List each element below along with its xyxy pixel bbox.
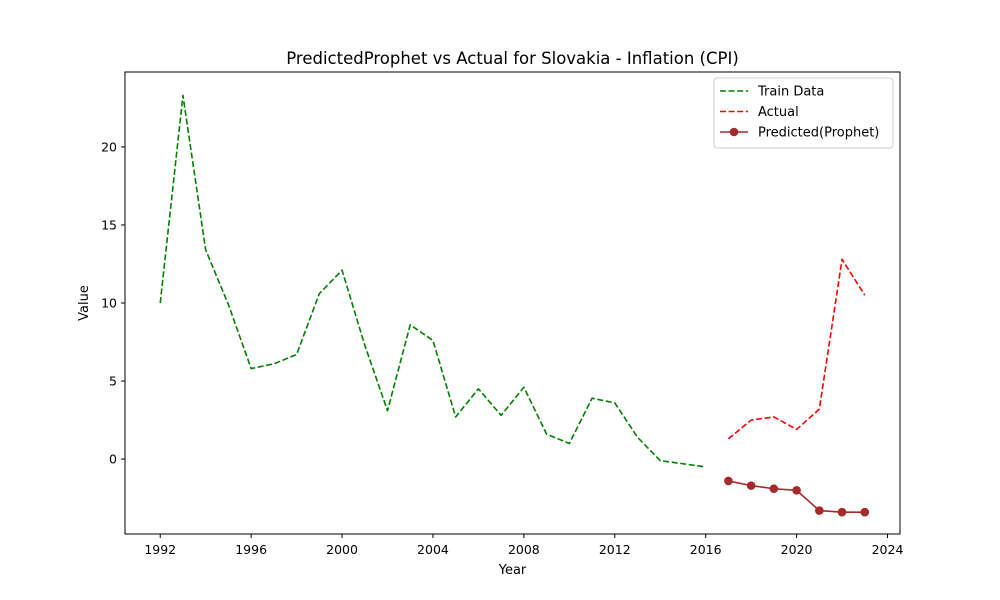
y-tick-label: 10 bbox=[101, 296, 117, 311]
x-tick-label: 2004 bbox=[417, 542, 449, 557]
data-point bbox=[746, 481, 756, 490]
series-line-actual bbox=[727, 258, 866, 440]
data-point bbox=[792, 485, 801, 495]
chart-title: PredictedProphet vs Actual for Slovakia … bbox=[286, 49, 739, 68]
plot-area bbox=[159, 94, 870, 517]
legend-marker bbox=[729, 127, 739, 137]
y-tick-label: 0 bbox=[109, 452, 117, 467]
x-tick-label: 2020 bbox=[781, 542, 813, 557]
legend: Train Data Actual Predicted(Prophet) bbox=[713, 77, 894, 149]
y-tick-label: 15 bbox=[101, 217, 117, 232]
legend-label: Predicted(Prophet) bbox=[758, 126, 879, 141]
x-tick-label: 1996 bbox=[235, 542, 267, 557]
data-point bbox=[837, 507, 847, 517]
x-tick-label: 2024 bbox=[872, 542, 904, 557]
data-point bbox=[724, 476, 733, 486]
data-point bbox=[815, 506, 824, 515]
legend-label: Actual bbox=[758, 105, 799, 120]
y-axis-label: Value bbox=[77, 285, 92, 321]
y-tick-label: 5 bbox=[109, 374, 117, 389]
data-point bbox=[769, 484, 779, 494]
x-tick-label: 2008 bbox=[508, 542, 540, 557]
x-tick-label: 2012 bbox=[599, 542, 631, 557]
x-axis-label: Year bbox=[498, 563, 527, 578]
data-point bbox=[860, 507, 870, 517]
x-tick-label: 1992 bbox=[144, 542, 176, 557]
x-tick-label: 2016 bbox=[690, 542, 722, 557]
legend-box bbox=[713, 77, 894, 149]
x-tick-label: 2000 bbox=[326, 542, 358, 557]
series-line-train-data bbox=[159, 94, 706, 468]
legend-label: Train Data bbox=[757, 85, 824, 100]
y-tick-label: 20 bbox=[101, 139, 117, 154]
